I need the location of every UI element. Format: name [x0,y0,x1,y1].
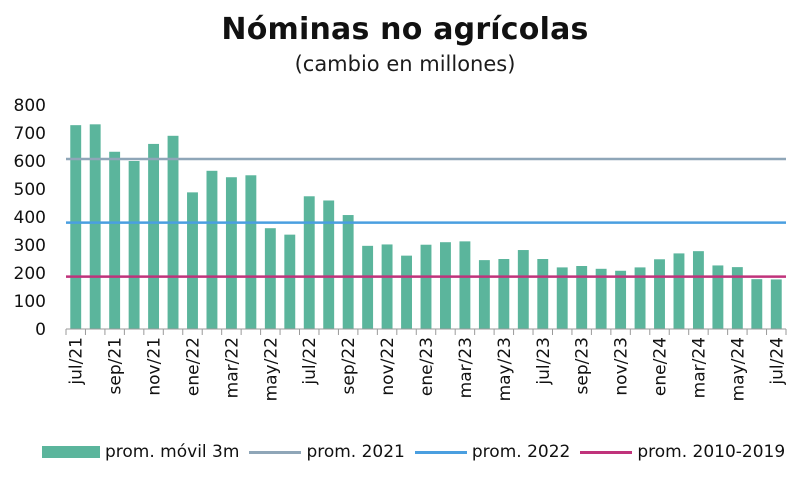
bar [401,255,412,329]
legend-label-2022: prom. 2022 [471,442,571,462]
x-tick-label: jul/23 [534,337,554,386]
bar [342,215,354,329]
legend-swatch-bars [42,446,100,458]
bar [264,228,276,329]
x-tick-label: nov/23 [612,337,632,396]
x-axis: jul/21 sep/21 nov/21 ene/22 mar/22 may/22 jul/… [65,329,787,401]
bar [284,234,296,329]
bar [576,266,588,329]
bar [167,135,179,329]
bar [615,270,627,329]
bar [459,241,471,329]
bar [654,259,665,329]
bar [692,251,704,329]
y-tick-label: 600 [14,152,46,172]
bar [362,245,374,329]
bar [751,279,763,329]
bar [128,161,140,329]
legend-item-2010-2019: prom. 2010-2019 [580,442,785,462]
x-tick-label: ene/23 [417,337,437,396]
bar [206,170,218,329]
bar [70,125,82,329]
x-tick-label: may/22 [261,337,281,401]
x-tick-label: mar/24 [689,337,709,398]
legend-swatch-2010-2019 [580,450,633,454]
x-tick-label: nov/22 [378,337,398,396]
bar [381,244,393,329]
legend: prom. móvil 3m prom. 2021 prom. 2022 pro… [42,440,802,464]
y-tick-label: 700 [14,124,46,144]
y-tick-label: 200 [14,264,46,284]
bar [537,259,549,329]
bar [89,124,101,329]
bar [634,267,646,329]
x-tick-label: nov/21 [145,337,165,396]
bar [556,267,568,329]
bar [517,250,529,329]
bar [712,265,724,329]
legend-label-bars: prom. móvil 3m [105,442,240,462]
bar [478,260,490,329]
bar-series [70,124,782,329]
bar [225,177,237,329]
x-tick-label: mar/23 [456,337,476,398]
y-tick-label: 500 [14,180,46,200]
bar [420,244,432,329]
y-tick-label: 100 [14,292,46,312]
legend-item-2022: prom. 2022 [414,442,571,462]
bar [440,242,451,329]
y-tick-label: 300 [14,236,46,256]
x-tick-label: sep/21 [106,337,126,394]
bar [109,151,121,329]
bar [323,200,335,329]
chart-title: Nóminas no agrícolas [221,12,589,47]
x-tick-label: mar/22 [222,337,242,398]
bar [148,143,160,329]
reference-lines [66,157,786,278]
x-tick-label: jul/24 [767,337,787,386]
bar [770,279,782,329]
x-tick-label: sep/23 [573,337,593,394]
bar [498,259,510,329]
legend-label-2010-2019: prom. 2010-2019 [637,442,786,462]
y-tick-label: 0 [35,320,46,340]
x-tick-label: sep/22 [339,337,359,394]
x-tick-label: ene/22 [183,337,203,396]
chart-subtitle: (cambio en millones) [294,52,516,76]
x-tick-label: may/24 [728,337,748,401]
x-tick-label: jul/22 [300,337,320,386]
bar [673,253,685,329]
y-axis: 0 100 200 300 400 500 600 700 800 [14,96,46,340]
legend-item-2021: prom. 2021 [249,442,405,462]
bar [731,267,743,329]
bar [595,268,607,329]
y-tick-label: 800 [14,96,46,116]
x-tick-label: ene/24 [651,337,671,396]
bar [245,175,257,329]
legend-item-bars: prom. móvil 3m [42,442,239,462]
x-tick-label: jul/21 [67,337,87,386]
bar [187,192,198,329]
x-tick-label: may/23 [495,337,515,401]
legend-swatch-2021 [249,450,302,454]
legend-swatch-2022 [414,450,467,454]
legend-label-2021: prom. 2021 [306,442,405,462]
y-tick-label: 400 [14,208,46,228]
bar [303,196,315,329]
